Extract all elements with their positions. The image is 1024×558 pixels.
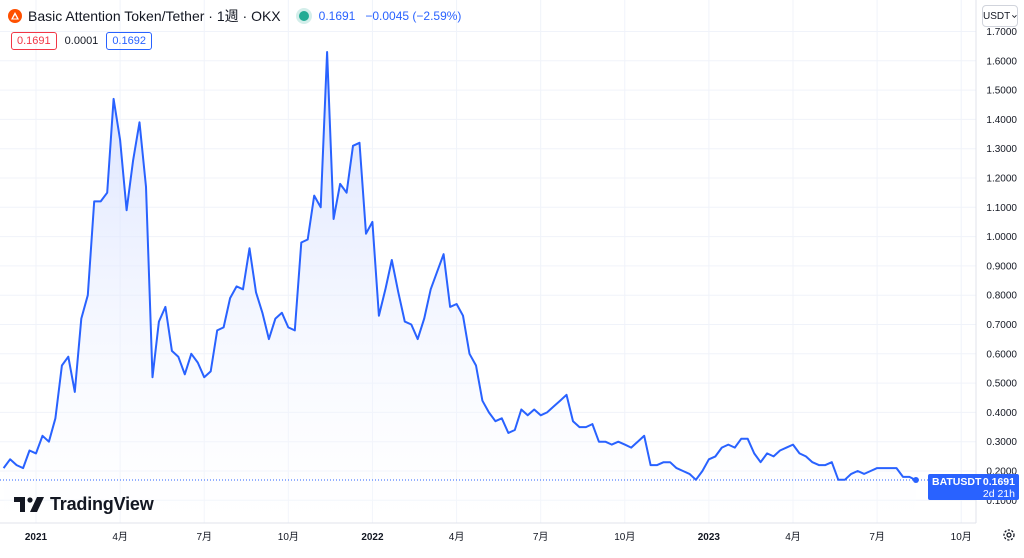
x-tick-label: 10月: [614, 531, 635, 543]
y-tick-label: 1.4000: [986, 115, 1017, 126]
last-price-value: 0.1691: [982, 476, 1015, 488]
header-last-price: 0.1691: [318, 9, 356, 23]
y-tick-label: 1.3000: [986, 144, 1017, 155]
y-tick-label: 1.6000: [986, 56, 1017, 67]
header-price-change: −0.0045 (−2.59%): [365, 9, 462, 23]
y-tick-label: 0.7000: [986, 320, 1017, 331]
y-tick-label: 1.1000: [986, 203, 1017, 214]
x-tick-label: 7月: [869, 531, 885, 543]
x-tick-label: 10月: [951, 531, 972, 543]
spread-value: 0.0001: [64, 35, 99, 47]
y-tick-label: 0.9000: [986, 261, 1017, 272]
currency-label: USDT: [983, 10, 1011, 22]
last-price-symbol: BATUSDT: [932, 476, 982, 488]
chevron-down-icon: [1012, 14, 1017, 18]
x-tick-label: 2022: [361, 532, 384, 543]
currency-select[interactable]: USDT: [982, 5, 1018, 27]
x-tick-label: 4月: [785, 531, 801, 543]
tradingview-logo-icon: [14, 497, 44, 512]
bat-logo-icon: [8, 9, 22, 23]
bid-button[interactable]: 0.1691: [11, 32, 57, 50]
tradingview-logo[interactable]: TradingView: [14, 494, 154, 515]
x-tick-label: 7月: [533, 531, 549, 543]
x-tick-label: 2023: [698, 532, 721, 543]
y-tick-label: 0.5000: [986, 379, 1017, 390]
y-tick-label: 0.1000: [986, 496, 1017, 507]
market-status-icon[interactable]: [298, 11, 309, 21]
y-tick-label: 1.7000: [986, 27, 1017, 38]
ask-button[interactable]: 0.1692: [106, 32, 152, 50]
x-tick-label: 4月: [112, 531, 128, 543]
symbol-header: Basic Attention Token/Tether · 1週 · OKX …: [8, 6, 461, 26]
y-tick-label: 1.2000: [986, 174, 1017, 185]
y-tick-label: 0.6000: [986, 349, 1017, 360]
x-tick-label: 7月: [196, 531, 212, 543]
price-line: [2, 51, 917, 481]
y-tick-label: 1.0000: [986, 232, 1017, 243]
y-tick-label: 1.5000: [986, 86, 1017, 97]
x-tick-label: 10月: [278, 531, 299, 543]
y-tick-label: 0.4000: [986, 408, 1017, 419]
symbol-title[interactable]: Basic Attention Token/Tether · 1週 · OKX: [28, 8, 281, 24]
tradingview-logo-text: TradingView: [50, 494, 154, 514]
y-tick-label: 0.2000: [986, 467, 1017, 478]
x-tick-label: 2021: [25, 532, 48, 543]
y-tick-label: 0.3000: [986, 437, 1017, 448]
gear-icon: [1003, 529, 1015, 541]
bid-ask-row: 0.1691 0.0001 0.1692: [11, 32, 152, 50]
x-tick-label: 4月: [449, 531, 465, 543]
last-price-dot: [912, 477, 919, 484]
chart-settings-button[interactable]: [1000, 526, 1018, 544]
price-area-fill: [3, 52, 916, 523]
bar-countdown: 2d 21h: [982, 488, 1015, 500]
y-tick-label: 0.8000: [986, 291, 1017, 302]
last-price-label: BATUSDT 0.1691 2d 21h: [928, 474, 1019, 500]
